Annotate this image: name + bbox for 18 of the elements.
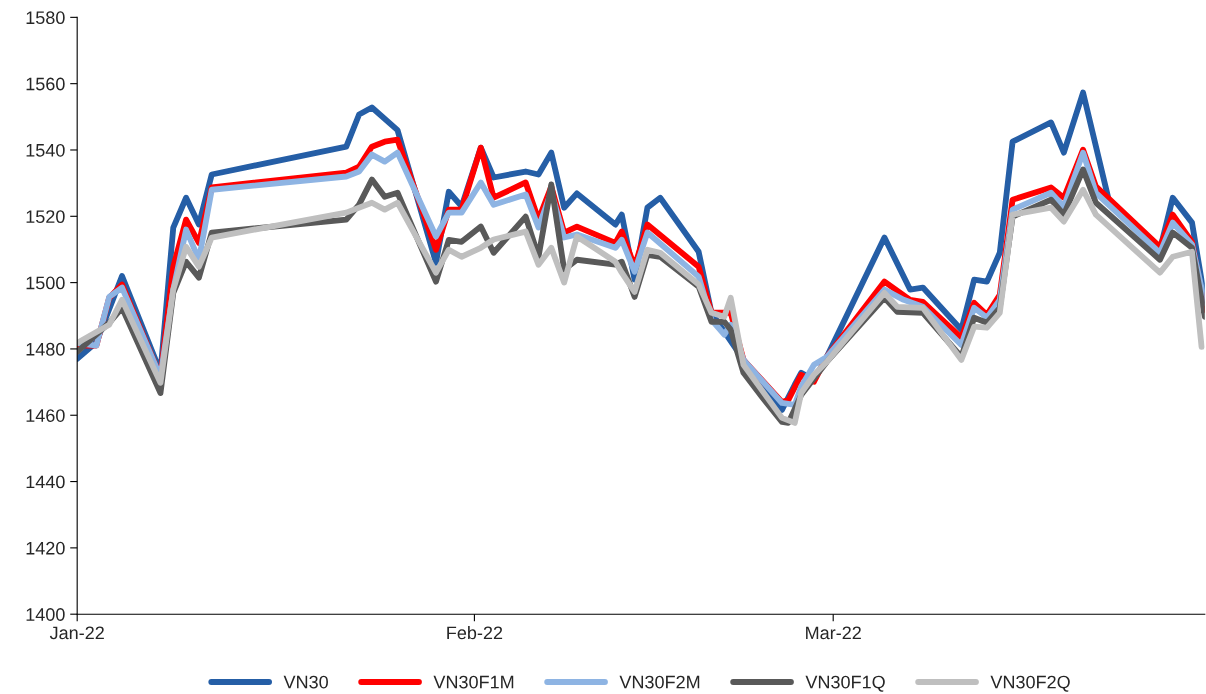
x-tick-label: Jan-22 [49, 626, 104, 640]
y-tick-label: 1480 [26, 342, 65, 356]
y-tick-label: 1520 [26, 210, 65, 224]
y-tick-label: 1500 [26, 276, 65, 290]
legend-label: VN30F2M [619, 675, 700, 689]
y-tick-label: 1540 [26, 143, 65, 157]
legend-label: VN30F2Q [990, 675, 1070, 692]
legend-label: VN30F1Q [805, 675, 885, 692]
y-tick-label: 1460 [26, 409, 65, 422]
legend-label: VN30F1M [433, 675, 514, 689]
y-tick-label: 1420 [26, 541, 65, 555]
y-tick-label: 1440 [26, 475, 65, 489]
x-tick-label: Mar-22 [806, 626, 861, 640]
y-tick-label: 1560 [26, 77, 65, 91]
y-tick-label: 1400 [26, 608, 65, 621]
legend-label: VN30 [283, 675, 328, 689]
x-tick-label: Feb-22 [447, 626, 503, 640]
y-tick-label: 1580 [26, 11, 65, 25]
